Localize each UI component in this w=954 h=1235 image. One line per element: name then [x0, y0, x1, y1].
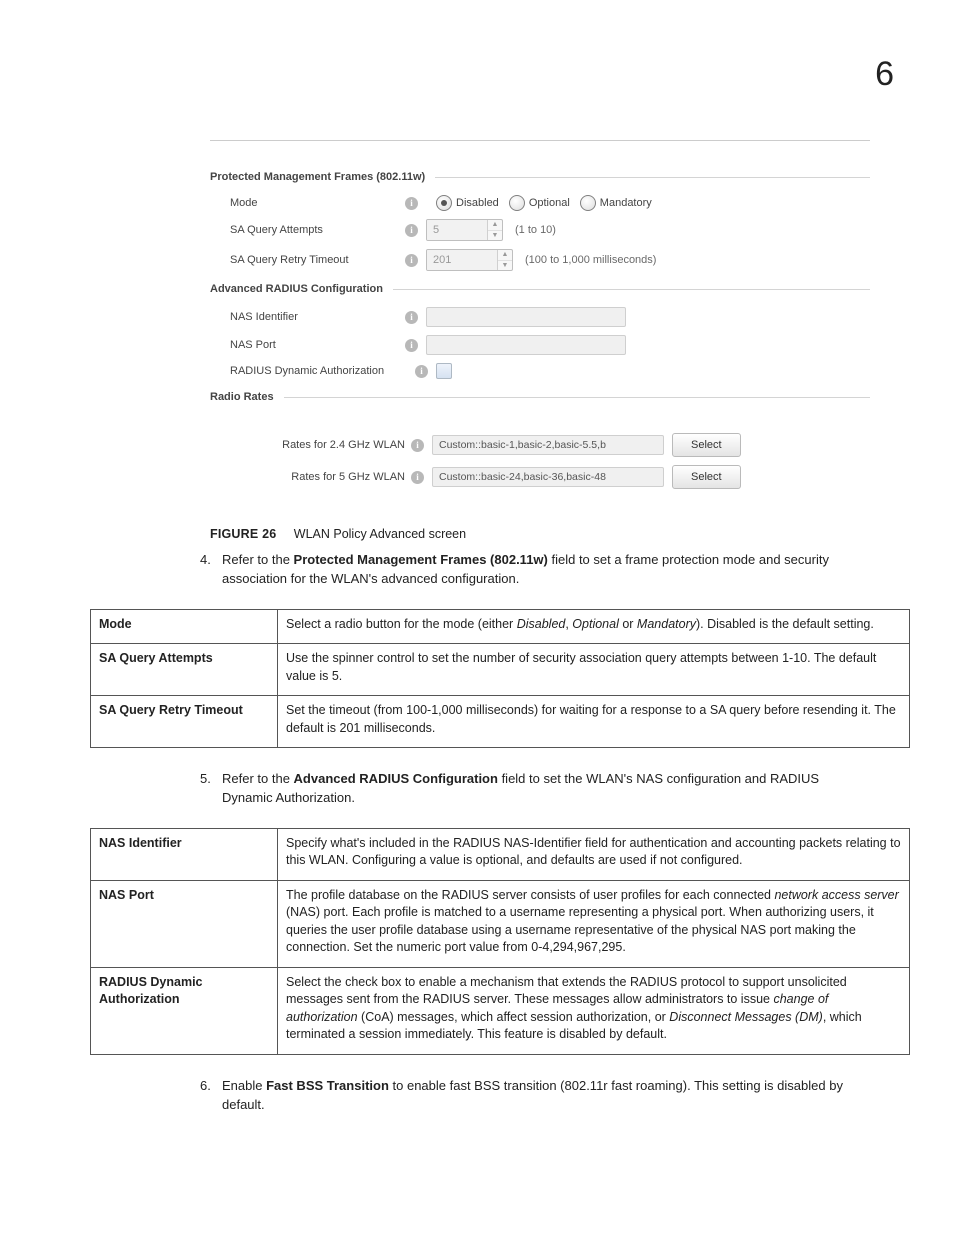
info-icon[interactable]: i	[405, 197, 418, 210]
rate-24-value[interactable]: Custom::basic-1,basic-2,basic-5.5,b	[432, 435, 664, 455]
step-5: 5. Refer to the Advanced RADIUS Configur…	[200, 770, 904, 808]
pmf-title-text: Protected Management Frames (802.11w)	[210, 171, 425, 183]
info-icon[interactable]: i	[415, 365, 428, 378]
row-mode: Mode i Disabled Optional Mandatory	[210, 191, 870, 215]
cell-key: NAS Port	[91, 880, 278, 967]
spinner-arrows[interactable]: ▲▼	[497, 250, 512, 270]
step-4: 4. Refer to the Protected Management Fra…	[200, 551, 904, 589]
cell-value: Set the timeout (from 100-1,000 millisec…	[278, 696, 910, 748]
rda-label: RADIUS Dynamic Authorization	[230, 365, 415, 377]
sa-retry-hint: (100 to 1,000 milliseconds)	[525, 254, 656, 266]
chevron-up-icon[interactable]: ▲	[498, 250, 512, 261]
radio-mandatory-label: Mandatory	[600, 197, 652, 209]
pmf-fieldset-title: Protected Management Frames (802.11w)	[210, 171, 870, 183]
info-icon[interactable]: i	[411, 439, 424, 452]
nas-port-label: NAS Port	[230, 339, 405, 351]
row-sa-attempts: SA Query Attempts i 5 ▲▼ (1 to 10)	[210, 215, 870, 245]
page: 6 Protected Management Frames (802.11w) …	[0, 0, 954, 1185]
rate-24-select-button[interactable]: Select	[672, 433, 741, 457]
figure-caption: FIGURE 26 WLAN Policy Advanced screen	[210, 527, 904, 541]
cell-value: Select the check box to enable a mechani…	[278, 967, 910, 1054]
figure-label: FIGURE 26	[210, 527, 276, 541]
arc-title-text: Advanced RADIUS Configuration	[210, 283, 383, 295]
info-icon[interactable]: i	[405, 224, 418, 237]
cell-value: Use the spinner control to set the numbe…	[278, 644, 910, 696]
cell-key: SA Query Retry Timeout	[91, 696, 278, 748]
sa-attempts-hint: (1 to 10)	[515, 224, 556, 236]
arc-table: NAS Identifier Specify what's included i…	[90, 828, 910, 1055]
row-rate-5: Rates for 5 GHz WLAN i Custom::basic-24,…	[210, 461, 870, 493]
cell-value: The profile database on the RADIUS serve…	[278, 880, 910, 967]
step-text: Enable Fast BSS Transition to enable fas…	[222, 1077, 904, 1115]
cell-key: NAS Identifier	[91, 828, 278, 880]
step-text: Refer to the Advanced RADIUS Configurati…	[222, 770, 904, 808]
cell-key: RADIUS Dynamic Authorization	[91, 967, 278, 1054]
cell-key: Mode	[91, 609, 278, 644]
table-row: NAS Port The profile database on the RAD…	[91, 880, 910, 967]
row-sa-retry: SA Query Retry Timeout i 201 ▲▼ (100 to …	[210, 245, 870, 275]
radio-disabled-label: Disabled	[456, 197, 499, 209]
nas-port-input[interactable]	[426, 335, 626, 355]
sa-attempts-label: SA Query Attempts	[230, 224, 405, 236]
radio-optional[interactable]	[509, 195, 525, 211]
radio-optional-label: Optional	[529, 197, 570, 209]
info-icon[interactable]: i	[411, 471, 424, 484]
step-number: 5.	[200, 770, 222, 808]
cell-value: Select a radio button for the mode (eith…	[278, 609, 910, 644]
row-nas-id: NAS Identifier i	[210, 303, 870, 331]
chevron-down-icon[interactable]: ▼	[488, 231, 502, 241]
wlan-form: Protected Management Frames (802.11w) Mo…	[210, 140, 870, 493]
sa-retry-spinner[interactable]: 201 ▲▼	[426, 249, 513, 271]
nas-id-label: NAS Identifier	[230, 311, 405, 323]
divider	[435, 177, 870, 178]
mode-label: Mode	[230, 197, 405, 209]
table-row: NAS Identifier Specify what's included i…	[91, 828, 910, 880]
table-row: Mode Select a radio button for the mode …	[91, 609, 910, 644]
page-number: 6	[875, 55, 894, 94]
chevron-down-icon[interactable]: ▼	[498, 261, 512, 271]
cell-key: SA Query Attempts	[91, 644, 278, 696]
divider	[284, 397, 870, 398]
rate-5-select-button[interactable]: Select	[672, 465, 741, 489]
info-icon[interactable]: i	[405, 311, 418, 324]
row-rda: RADIUS Dynamic Authorization i	[210, 359, 870, 383]
figure-caption-text: WLAN Policy Advanced screen	[294, 527, 466, 541]
radio-disabled[interactable]	[436, 195, 452, 211]
sa-retry-label: SA Query Retry Timeout	[230, 254, 405, 266]
sa-attempts-spinner[interactable]: 5 ▲▼	[426, 219, 503, 241]
nas-id-input[interactable]	[426, 307, 626, 327]
step-number: 4.	[200, 551, 222, 589]
step-text: Refer to the Protected Management Frames…	[222, 551, 904, 589]
rate-5-value[interactable]: Custom::basic-24,basic-36,basic-48	[432, 467, 664, 487]
rate-24-label: Rates for 2.4 GHz WLAN	[230, 439, 411, 451]
rates-title-text: Radio Rates	[210, 391, 274, 403]
pmf-table: Mode Select a radio button for the mode …	[90, 609, 910, 749]
table-row: SA Query Retry Timeout Set the timeout (…	[91, 696, 910, 748]
divider	[393, 289, 870, 290]
arc-fieldset-title: Advanced RADIUS Configuration	[210, 283, 870, 295]
table-row: RADIUS Dynamic Authorization Select the …	[91, 967, 910, 1054]
row-nas-port: NAS Port i	[210, 331, 870, 359]
sa-attempts-value: 5	[427, 220, 487, 240]
cell-value: Specify what's included in the RADIUS NA…	[278, 828, 910, 880]
radio-mandatory[interactable]	[580, 195, 596, 211]
spinner-arrows[interactable]: ▲▼	[487, 220, 502, 240]
info-icon[interactable]: i	[405, 339, 418, 352]
chevron-up-icon[interactable]: ▲	[488, 220, 502, 231]
row-rate-24: Rates for 2.4 GHz WLAN i Custom::basic-1…	[210, 429, 870, 461]
table-row: SA Query Attempts Use the spinner contro…	[91, 644, 910, 696]
sa-retry-value: 201	[427, 250, 497, 270]
info-icon[interactable]: i	[405, 254, 418, 267]
rda-checkbox[interactable]	[436, 363, 452, 379]
rates-fieldset-title: Radio Rates	[210, 391, 870, 403]
step-6: 6. Enable Fast BSS Transition to enable …	[200, 1077, 904, 1115]
rate-5-label: Rates for 5 GHz WLAN	[230, 471, 411, 483]
step-number: 6.	[200, 1077, 222, 1115]
